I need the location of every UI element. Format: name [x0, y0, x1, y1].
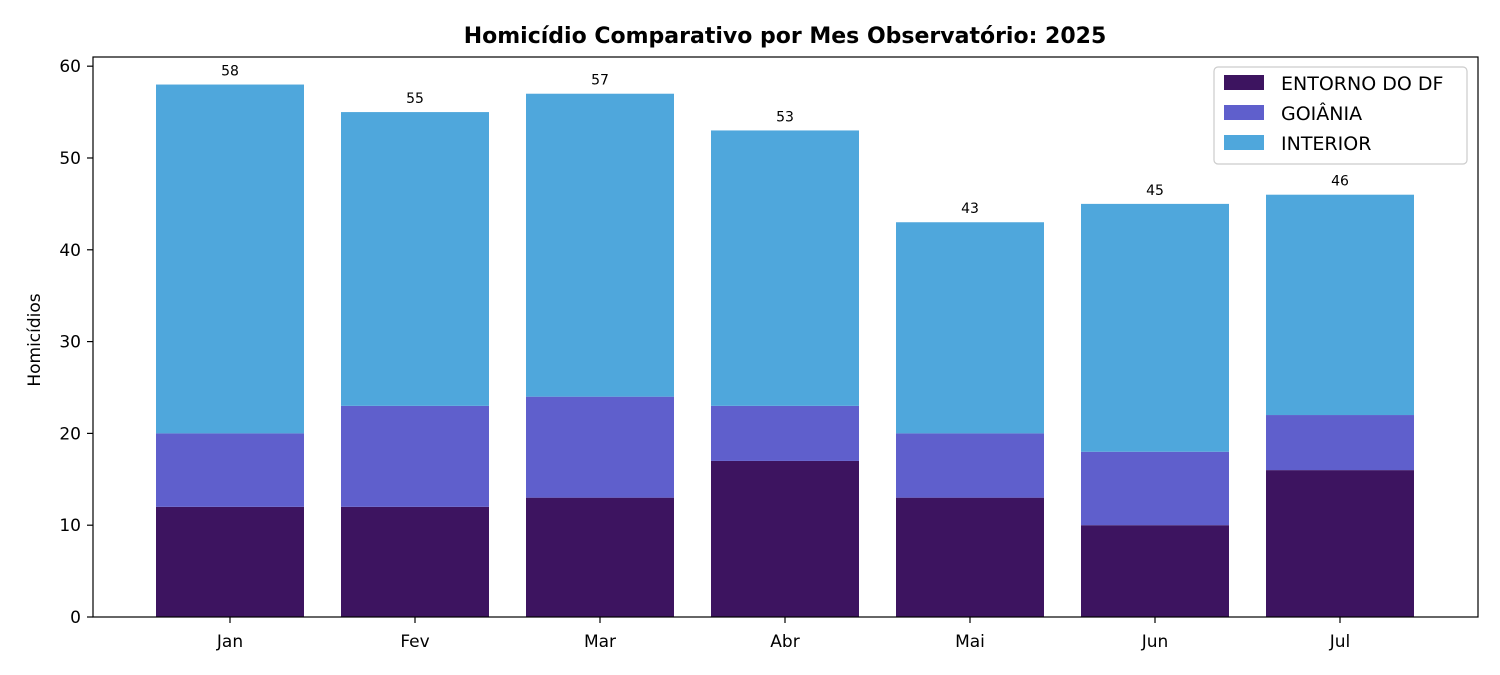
legend: ENTORNO DO DF GOIÂNIA INTERIOR: [1213, 66, 1468, 165]
x-tick-label-abr: Abr: [770, 632, 799, 652]
legend-label-0: ENTORNO DO DF: [1281, 73, 1443, 95]
y-tick-label: 30: [59, 333, 81, 353]
bar-fev-series-2: [341, 112, 489, 406]
bar-abr-series-0: [711, 460, 859, 617]
total-label-mai: 43: [961, 201, 979, 217]
chart-title: Homicídio Comparativo por Mes Observatór…: [464, 24, 1107, 49]
bar-abr-series-2: [711, 130, 859, 406]
total-label-jan: 58: [221, 64, 239, 80]
x-tick-label-fev: Fev: [400, 632, 429, 652]
y-tick-label: 0: [70, 608, 81, 628]
legend-swatch-2: [1224, 135, 1264, 150]
bar-jan-series-0: [156, 506, 304, 617]
x-tick-label-jun: Jun: [1141, 632, 1169, 652]
total-label-jun: 45: [1146, 183, 1164, 199]
bar-jan-series-1: [156, 433, 304, 507]
bar-mai-series-0: [896, 497, 1044, 617]
bars-layer: [156, 84, 1414, 617]
legend-swatch-0: [1224, 75, 1264, 90]
total-label-jul: 46: [1331, 174, 1349, 190]
bar-mar-series-2: [526, 93, 674, 397]
y-tick-label: 10: [59, 516, 81, 536]
bar-jun-series-1: [1081, 451, 1229, 526]
y-tick-label: 50: [59, 149, 81, 169]
y-tick-label: 40: [59, 241, 81, 261]
bar-abr-series-1: [711, 405, 859, 461]
legend-box: [1213, 66, 1468, 165]
bar-jun-series-2: [1081, 203, 1229, 452]
y-tick-label: 20: [59, 424, 81, 444]
bar-mai-series-1: [896, 433, 1044, 498]
bar-jul-series-2: [1266, 194, 1414, 416]
x-tick-label-jan: Jan: [216, 632, 243, 652]
bar-mai-series-2: [896, 222, 1044, 434]
legend-label-2: INTERIOR: [1281, 133, 1371, 155]
y-tick-label: 60: [59, 57, 81, 77]
bar-mar-series-0: [526, 497, 674, 617]
bar-jan-series-2: [156, 84, 304, 434]
total-label-mar: 57: [591, 73, 609, 89]
x-tick-label-mai: Mai: [955, 632, 985, 652]
bar-fev-series-1: [341, 405, 489, 507]
bar-mar-series-1: [526, 396, 674, 498]
bar-jun-series-0: [1081, 525, 1229, 617]
x-tick-label-mar: Mar: [584, 632, 616, 652]
legend-swatch-1: [1224, 105, 1264, 120]
legend-label-1: GOIÂNIA: [1281, 102, 1362, 125]
total-label-fev: 55: [406, 91, 424, 107]
bar-fev-series-0: [341, 506, 489, 617]
bar-jul-series-1: [1266, 415, 1414, 471]
x-tick-label-jul: Jul: [1329, 632, 1351, 652]
total-label-abr: 53: [776, 109, 794, 125]
axes-layer: 0 10 20 30 40 50 60 Jan Fev Mar Abr Mai Jun Jul: [59, 56, 1479, 652]
bar-jul-series-0: [1266, 470, 1414, 617]
y-axis-label: Homicídios: [25, 293, 45, 386]
total-labels-layer: 58 55 57 53 43 45 46: [221, 64, 1349, 218]
